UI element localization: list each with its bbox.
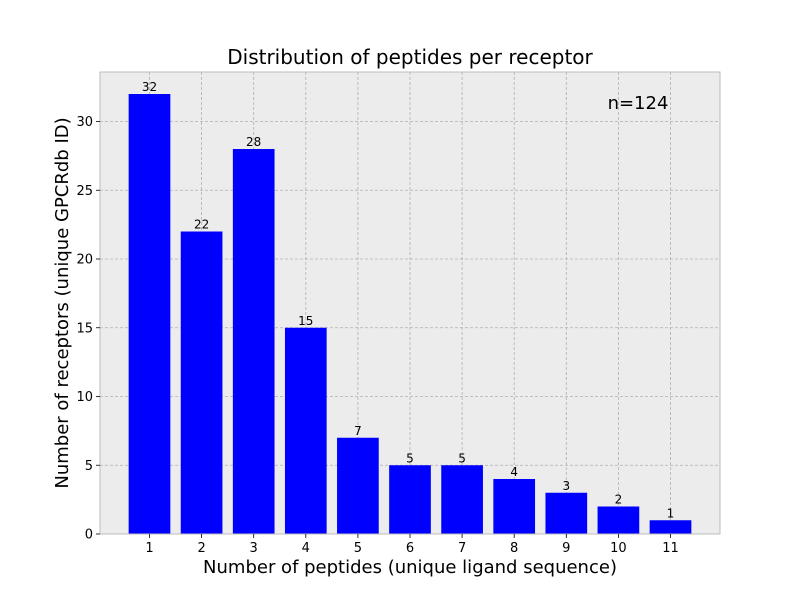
y-tick-label: 30: [76, 115, 93, 130]
bar: [493, 479, 536, 534]
bar: [232, 149, 275, 534]
y-axis-ticks: 0 5 10 15 20 25 30: [76, 115, 100, 543]
x-axis-label: Number of peptides (unique ligand sequen…: [203, 557, 617, 578]
bar-value-label: 5: [458, 451, 466, 465]
x-tick-label: 5: [354, 541, 362, 556]
sample-size-annotation: n=124: [608, 93, 669, 114]
bar-value-label: 4: [510, 465, 518, 479]
x-tick-label: 1: [145, 541, 153, 556]
bar: [545, 492, 588, 534]
bar-value-label: 32: [142, 80, 157, 94]
x-tick-label: 3: [250, 541, 258, 556]
bar-value-label: 1: [667, 506, 675, 520]
bar-value-label: 28: [246, 135, 261, 149]
x-tick-label: 11: [662, 541, 679, 556]
y-tick-label: 15: [76, 321, 93, 336]
bar: [180, 231, 223, 534]
x-tick-label: 8: [510, 541, 518, 556]
x-tick-label: 4: [302, 541, 310, 556]
bar-value-label: 22: [194, 218, 209, 232]
bar-value-label: 5: [406, 451, 414, 465]
y-tick-label: 0: [85, 528, 93, 543]
bar: [597, 506, 640, 534]
bar: [128, 94, 171, 534]
y-axis-label: Number of receptors (unique GPCRdb ID): [52, 117, 73, 488]
bar-value-label: 3: [562, 479, 570, 493]
bar-value-label: 2: [615, 493, 623, 507]
x-tick-label: 2: [197, 541, 205, 556]
y-tick-label: 5: [85, 459, 93, 474]
chart-title: Distribution of peptides per receptor: [227, 45, 593, 69]
bar-value-label: 15: [298, 314, 313, 328]
x-tick-label: 6: [406, 541, 414, 556]
x-tick-label: 7: [458, 541, 466, 556]
bar-layer: [128, 94, 692, 534]
bar: [284, 327, 327, 534]
bar-value-label: 7: [354, 424, 362, 438]
y-tick-label: 20: [76, 253, 93, 268]
x-axis-ticks: 1 2 3 4 5 6 7 8 9 10 11: [145, 534, 679, 556]
x-tick-label: 9: [562, 541, 570, 556]
bar: [649, 520, 692, 534]
y-tick-label: 10: [76, 390, 93, 405]
bar: [389, 465, 431, 534]
bar: [337, 437, 379, 534]
bar: [441, 465, 483, 534]
y-tick-label: 25: [76, 184, 93, 199]
x-tick-label: 10: [610, 541, 627, 556]
